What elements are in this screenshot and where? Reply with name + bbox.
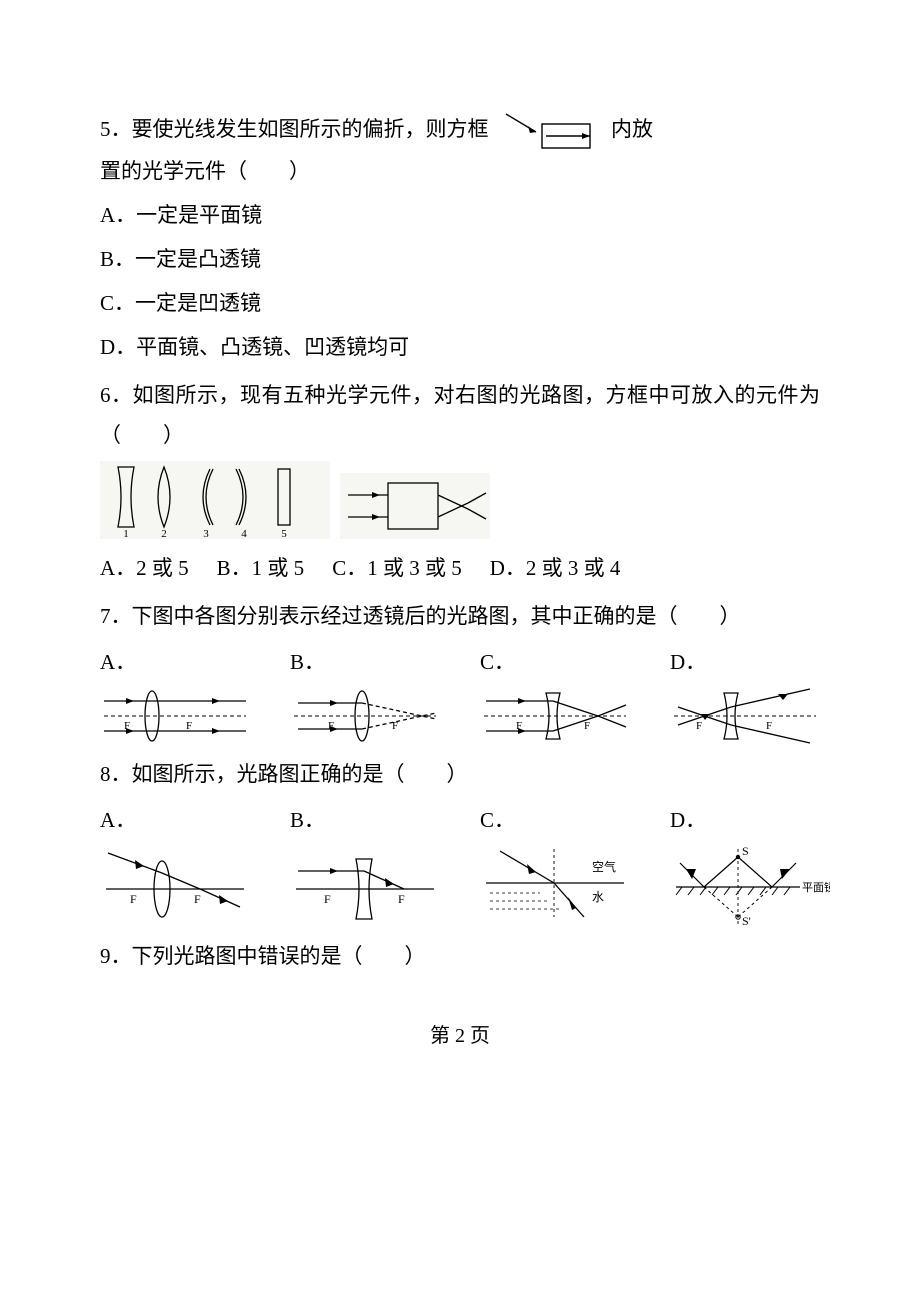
q6-lbl-1: 1: [123, 528, 129, 539]
question-8: 8．如图所示，光路图正确的是（ ） A． F F B． F F: [100, 755, 820, 929]
svg-text:F: F: [584, 720, 590, 732]
q8-svg-a: F F: [100, 843, 250, 921]
question-6: 6．如图所示，现有五种光学元件，对右图的光路图，方框中可放入的元件为（ ） 1 …: [100, 376, 820, 590]
q6-options: A．2 或 5 B．1 或 5 C．1 或 3 或 5 D．2 或 3 或 4: [100, 549, 820, 589]
q5-opt-d: D．平面镜、凸透镜、凹透镜均可: [100, 328, 820, 368]
q7-svg-a: F F: [100, 685, 250, 747]
q7-stem: 7．下图中各图分别表示经过透镜后的光路图，其中正确的是（ ）: [100, 597, 820, 637]
q7-cell-c: C． F F: [480, 643, 630, 747]
q8-cell-a: A． F F: [100, 801, 250, 929]
q9-stem: 9．下列光路图中错误的是（ ）: [100, 937, 820, 977]
q7-label-a: A．: [100, 643, 250, 683]
question-5: 5．要使光线发生如图所示的偏折，则方框 内放 置的光学元件（ ） A．一定是平面…: [100, 110, 820, 368]
q7-choices: A． F F B． F F: [100, 643, 820, 747]
q8d-Sp: S': [742, 914, 751, 928]
page-footer: 第 2 页: [100, 1017, 820, 1055]
q8-label-d: D．: [670, 801, 830, 841]
q7-svg-d: F F: [670, 685, 820, 747]
q8-cell-d: D． 平面镜 S S': [670, 801, 830, 929]
q7-label-c: C．: [480, 643, 630, 683]
svg-text:F: F: [186, 720, 192, 732]
q8-cell-c: C． 空气 水: [480, 801, 630, 929]
q7-cell-b: B． F F: [290, 643, 440, 747]
q5-opt-c: C．一定是凹透镜: [100, 284, 820, 324]
svg-text:F: F: [766, 720, 772, 732]
q8-label-b: B．: [290, 801, 440, 841]
q7-cell-a: A． F F: [100, 643, 250, 747]
q8-cell-b: B． F F: [290, 801, 440, 929]
q8-svg-c: 空气 水: [480, 843, 630, 921]
q7-cell-d: D． F F: [670, 643, 820, 747]
svg-text:F: F: [398, 892, 405, 906]
q6-opt-d: D．2 或 3 或 4: [490, 549, 621, 589]
q8c-water: 水: [592, 890, 604, 904]
q6-opt-a: A．2 或 5: [100, 549, 189, 589]
q7-svg-c: F F: [480, 685, 630, 747]
q6-opt-c: C．1 或 3 或 5: [332, 549, 462, 589]
q8-stem: 8．如图所示，光路图正确的是（ ）: [100, 755, 820, 795]
q8d-S: S: [742, 844, 749, 858]
q7-label-b: B．: [290, 643, 440, 683]
svg-text:F: F: [194, 892, 201, 906]
q5-stem: 5．要使光线发生如图所示的偏折，则方框 内放: [100, 110, 820, 152]
q6-figure-row: 1 2 3 4 5: [100, 461, 820, 539]
q8-svg-b: F F: [290, 843, 440, 921]
q7-label-d: D．: [670, 643, 820, 683]
q5-opt-b: B．一定是凸透镜: [100, 240, 820, 280]
q6-lbl-3: 3: [203, 528, 209, 539]
q8c-air: 空气: [592, 859, 616, 874]
q5-inline-figure: [500, 110, 600, 152]
q6-lbl-4: 4: [241, 528, 247, 539]
q5-opt-a: A．一定是平面镜: [100, 196, 820, 236]
q5-stem-b: 内放: [611, 117, 653, 141]
q6-elements-svg: 1 2 3 4 5: [100, 461, 330, 539]
q5-stem-c: 置的光学元件（ ）: [100, 152, 820, 192]
question-9: 9．下列光路图中错误的是（ ）: [100, 937, 820, 977]
svg-text:F: F: [696, 720, 702, 732]
q6-lbl-2: 2: [161, 528, 167, 539]
q7-svg-b: F F: [290, 685, 440, 747]
q8d-plane: 平面镜: [802, 880, 830, 894]
q8-svg-d: 平面镜 S S': [670, 843, 830, 929]
svg-text:F: F: [130, 892, 137, 906]
q6-opt-b: B．1 或 5: [217, 549, 305, 589]
q8-choices: A． F F B． F F: [100, 801, 820, 929]
q5-stem-a: 5．要使光线发生如图所示的偏折，则方框: [100, 117, 489, 141]
q6-stem: 6．如图所示，现有五种光学元件，对右图的光路图，方框中可放入的元件为（ ）: [100, 376, 820, 456]
q6-raybox-svg: [340, 473, 490, 539]
q8-label-a: A．: [100, 801, 250, 841]
svg-text:F: F: [324, 892, 331, 906]
question-7: 7．下图中各图分别表示经过透镜后的光路图，其中正确的是（ ） A． F F B．: [100, 597, 820, 747]
q8-label-c: C．: [480, 801, 630, 841]
q6-lbl-5: 5: [281, 528, 287, 539]
